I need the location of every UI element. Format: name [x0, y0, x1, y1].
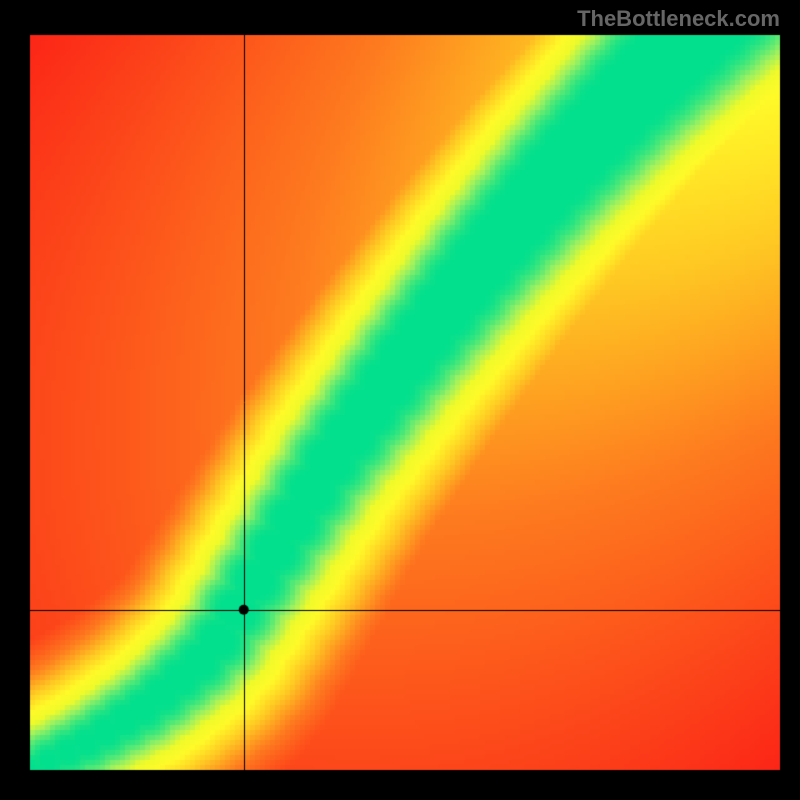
chart-container: TheBottleneck.com — [0, 0, 800, 800]
heatmap-canvas — [0, 0, 800, 800]
watermark-text: TheBottleneck.com — [577, 6, 780, 32]
